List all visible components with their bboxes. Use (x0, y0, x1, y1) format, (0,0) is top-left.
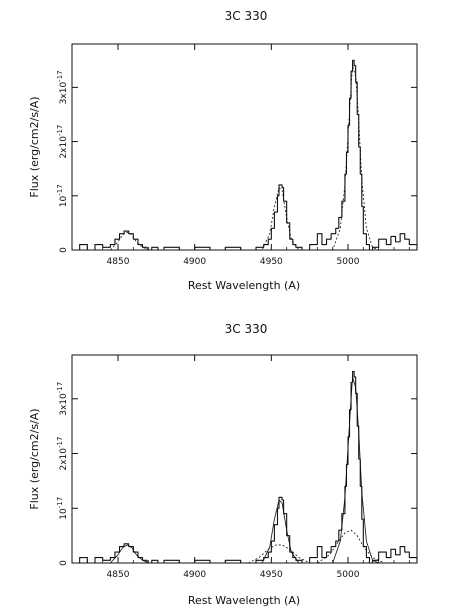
top-series-group (72, 59, 418, 251)
top-series-0-step (72, 59, 418, 251)
top-y-axis-label: Flux (erg/cm2/s/A) (28, 96, 41, 197)
bottom-y-tick-label: 3x10-17 (56, 382, 69, 416)
bottom-x-tick-label: 5000 (337, 570, 360, 580)
top-x-axis-label: Rest Wavelength (A) (188, 279, 300, 292)
bottom-y-tick-label: 0 (59, 560, 69, 566)
bottom-series-1-solid-smooth (110, 376, 379, 564)
bottom-series-0-step (72, 370, 418, 564)
bottom-y-tick-label: 10-17 (56, 497, 69, 520)
top-x-tick-label: 5000 (337, 257, 360, 267)
top-y-tick-label: 10-17 (56, 184, 69, 207)
bottom-x-tick-label: 4950 (260, 570, 283, 580)
top-chart-title: 3C 330 (225, 9, 268, 23)
bottom-series-group (72, 370, 418, 564)
bottom-series-2-dashed (248, 544, 310, 564)
top-x-tick-label: 4900 (183, 257, 206, 267)
top-spectrum-panel: 3C 330 4850 4900 4950 5000 0 10-17 2x10-17 3x1… (28, 9, 418, 292)
bottom-x-tick-label: 4900 (183, 570, 206, 580)
top-y-tick-label: 0 (59, 247, 69, 253)
bottom-chart-title: 3C 330 (225, 322, 268, 336)
bottom-y-tick-label: 2x10-17 (56, 437, 69, 471)
bottom-x-tick-label: 4850 (107, 570, 130, 580)
top-y-tick-label: 3x10-17 (56, 70, 69, 104)
top-y-tick-label: 2x10-17 (56, 125, 69, 159)
bottom-y-axis-label: Flux (erg/cm2/s/A) (28, 408, 41, 509)
bottom-x-axis-label: Rest Wavelength (A) (188, 594, 300, 607)
bottom-series-3-dashed (317, 529, 385, 564)
top-x-tick-label: 4850 (107, 257, 130, 267)
top-x-tick-label: 4950 (260, 257, 283, 267)
bottom-spectrum-panel: 3C 330 4850 4900 4950 5000 0 10-17 2x10-17 3x1… (28, 322, 418, 607)
